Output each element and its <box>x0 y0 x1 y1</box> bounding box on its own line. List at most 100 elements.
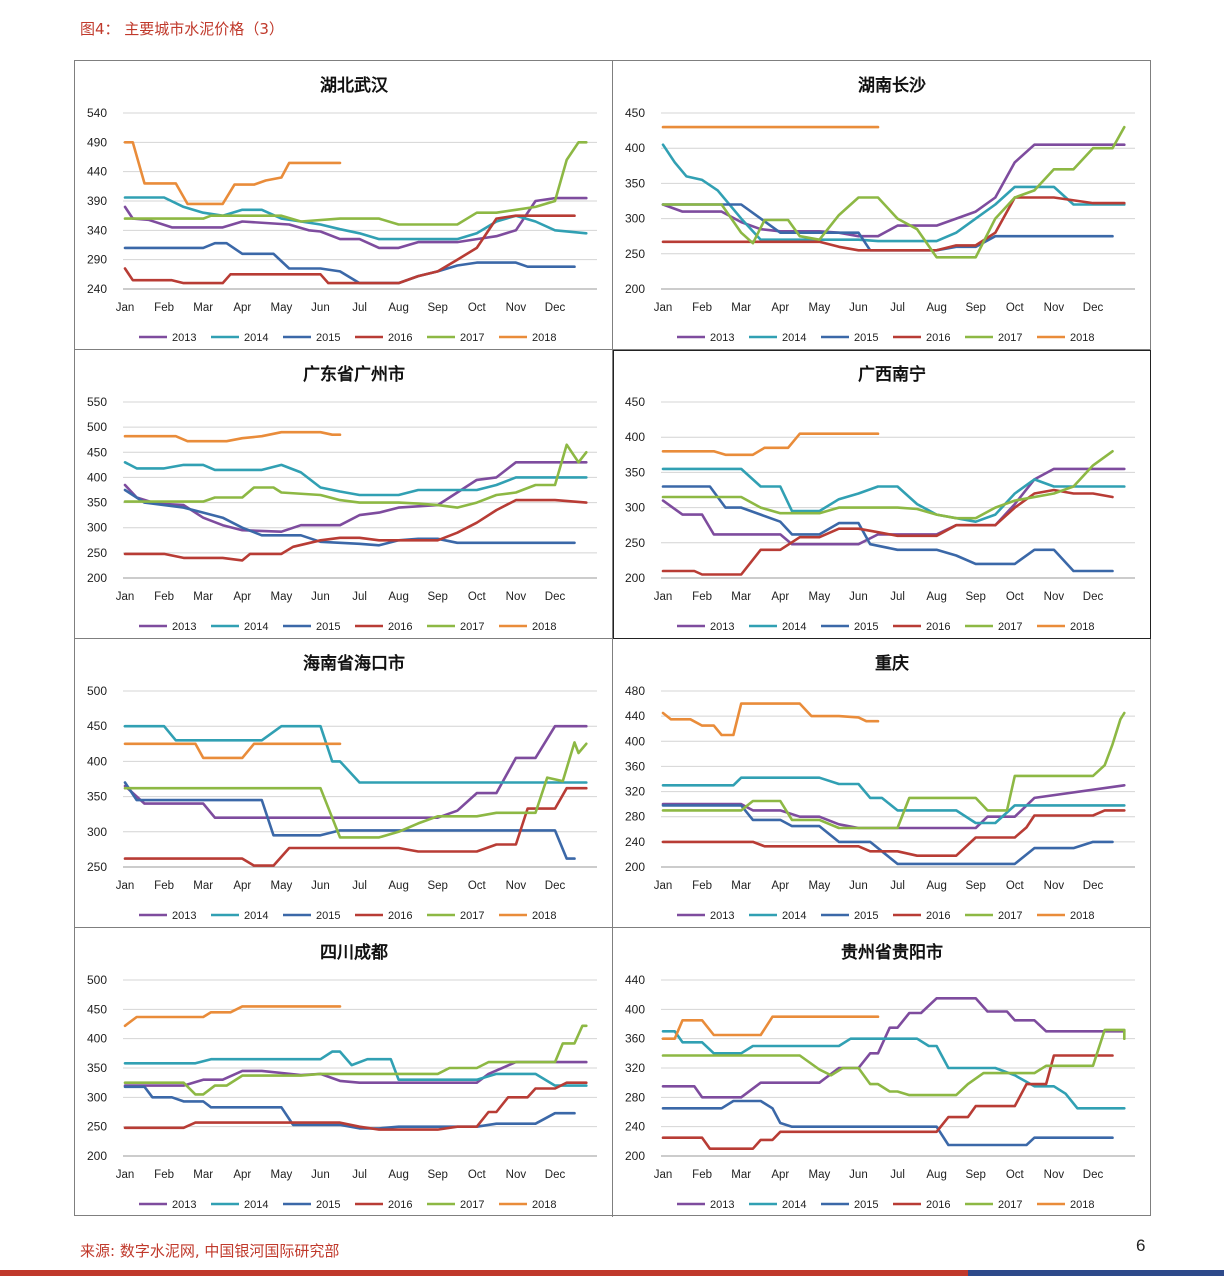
x-tick-label: Oct <box>468 880 487 892</box>
series-line-2013 <box>123 196 588 250</box>
x-tick-label: Nov <box>1044 880 1065 892</box>
footer-bar-red <box>0 1270 968 1276</box>
y-tick-label: 500 <box>87 684 107 698</box>
chart-panel: 湖北武汉 240 290 340 390 440 490 540 Jan Feb Mar Apr May… <box>75 61 613 350</box>
footer-bar <box>0 1270 1224 1278</box>
x-tick-label: Feb <box>692 302 712 314</box>
x-tick-label: Mar <box>193 1169 213 1181</box>
y-tick-label: 400 <box>87 754 107 768</box>
x-tick-label: Oct <box>1006 302 1025 314</box>
figure-title: 图4： 主要城市水泥价格（3） <box>80 20 284 38</box>
series-line-2014 <box>123 461 588 497</box>
series-line-2015 <box>661 203 1114 252</box>
x-tick-label: Nov <box>1044 302 1065 314</box>
chart-panel: 重庆 200 240 280 320 360 400 440 480 Jan Feb Mar Apr Ma… <box>613 639 1151 928</box>
x-tick-label: Oct <box>1006 591 1025 603</box>
x-tick-label: Feb <box>154 880 174 892</box>
x-tick-label: May <box>808 880 830 892</box>
series-line-2017 <box>123 141 588 226</box>
legend-label: 2013 <box>172 1199 196 1211</box>
footer-bar-blue <box>968 1270 1224 1276</box>
chart-title: 湖北武汉 <box>320 75 389 96</box>
legend-label: 2013 <box>710 910 734 922</box>
x-tick-label: Sep <box>965 1169 985 1181</box>
x-tick-label: Sep <box>427 591 447 603</box>
x-tick-label: Nov <box>506 880 527 892</box>
legend-label: 2015 <box>316 621 340 633</box>
x-tick-label: Feb <box>692 591 712 603</box>
legend-label: 2018 <box>532 910 556 922</box>
x-tick-label: Oct <box>468 591 487 603</box>
y-tick-label: 450 <box>87 1002 107 1016</box>
y-tick-label: 250 <box>625 247 645 261</box>
x-tick-label: Nov <box>1044 591 1065 603</box>
x-tick-label: Mar <box>193 302 213 314</box>
legend-label: 2017 <box>998 1199 1022 1211</box>
legend-label: 2016 <box>926 332 950 344</box>
series-line-2016 <box>123 214 576 285</box>
legend-label: 2015 <box>854 1199 878 1211</box>
legend-label: 2013 <box>710 332 734 344</box>
x-tick-label: Feb <box>692 1169 712 1181</box>
y-tick-label: 250 <box>87 546 107 560</box>
y-tick-label: 440 <box>625 973 645 987</box>
legend-label: 2018 <box>532 621 556 633</box>
legend-label: 2014 <box>244 910 268 922</box>
series-line-2014 <box>661 467 1126 523</box>
x-tick-label: Sep <box>965 302 985 314</box>
x-tick-label: Aug <box>926 302 946 314</box>
y-tick-label: 390 <box>87 194 107 208</box>
chart-svg: 广东省广州市 200 250 300 350 400 450 500 550 Jan Feb Mar A… <box>87 364 597 633</box>
x-tick-label: Aug <box>388 591 408 603</box>
y-tick-label: 450 <box>87 445 107 459</box>
y-tick-label: 450 <box>625 395 645 409</box>
x-tick-label: Apr <box>233 1169 251 1181</box>
chart-title: 广西南宁 <box>858 364 926 385</box>
legend-label: 2014 <box>244 621 268 633</box>
x-tick-label: Mar <box>731 880 751 892</box>
series-line-2018 <box>123 1005 342 1028</box>
series-line-2013 <box>661 784 1126 830</box>
y-tick-label: 440 <box>87 165 107 179</box>
series-line-2013 <box>661 997 1126 1099</box>
y-tick-label: 500 <box>87 973 107 987</box>
series-line-2014 <box>123 1050 588 1087</box>
legend-label: 2016 <box>388 1199 412 1211</box>
chart-title: 贵州省贵阳市 <box>841 942 943 963</box>
series-line-2017 <box>123 741 588 839</box>
chart-svg: 海南省海口市 250 300 350 400 450 500 Jan Feb Mar Apr May J… <box>87 653 597 922</box>
series-line-2018 <box>123 141 342 206</box>
x-tick-label: Apr <box>771 302 789 314</box>
series-line-2014 <box>661 1030 1126 1110</box>
series-line-2015 <box>123 781 576 860</box>
series-line-2018 <box>123 742 342 760</box>
legend-label: 2015 <box>854 332 878 344</box>
y-tick-label: 250 <box>87 1120 107 1134</box>
y-tick-label: 240 <box>625 1120 645 1134</box>
chart-grid: 湖北武汉 240 290 340 390 440 490 540 Jan Feb Mar Apr May… <box>74 60 1151 1217</box>
y-tick-label: 350 <box>87 496 107 510</box>
legend-label: 2017 <box>460 1199 484 1211</box>
series-line-2016 <box>123 786 588 867</box>
x-tick-label: Aug <box>388 302 408 314</box>
x-tick-label: Nov <box>506 591 527 603</box>
legend-label: 2014 <box>782 332 806 344</box>
chart-panel: 海南省海口市 250 300 350 400 450 500 Jan Feb Mar Apr May J… <box>75 639 613 928</box>
legend-label: 2014 <box>782 621 806 633</box>
legend-label: 2016 <box>388 910 412 922</box>
x-tick-label: Mar <box>731 591 751 603</box>
y-tick-label: 400 <box>87 470 107 484</box>
legend-label: 2013 <box>172 621 196 633</box>
y-tick-label: 290 <box>87 253 107 267</box>
x-tick-label: Feb <box>154 302 174 314</box>
x-tick-label: Aug <box>388 1169 408 1181</box>
x-tick-label: Jul <box>352 302 367 314</box>
legend-label: 2015 <box>854 910 878 922</box>
chart-title: 广东省广州市 <box>303 364 405 385</box>
x-tick-label: Apr <box>771 1169 789 1181</box>
series-line-2017 <box>123 1024 588 1096</box>
y-tick-label: 320 <box>625 785 645 799</box>
legend-label: 2018 <box>1070 1199 1094 1211</box>
chart-svg: 贵州省贵阳市 200 240 280 320 360 400 440 Jan Feb Mar Apr M… <box>625 942 1135 1211</box>
x-tick-label: Jun <box>311 1169 330 1181</box>
